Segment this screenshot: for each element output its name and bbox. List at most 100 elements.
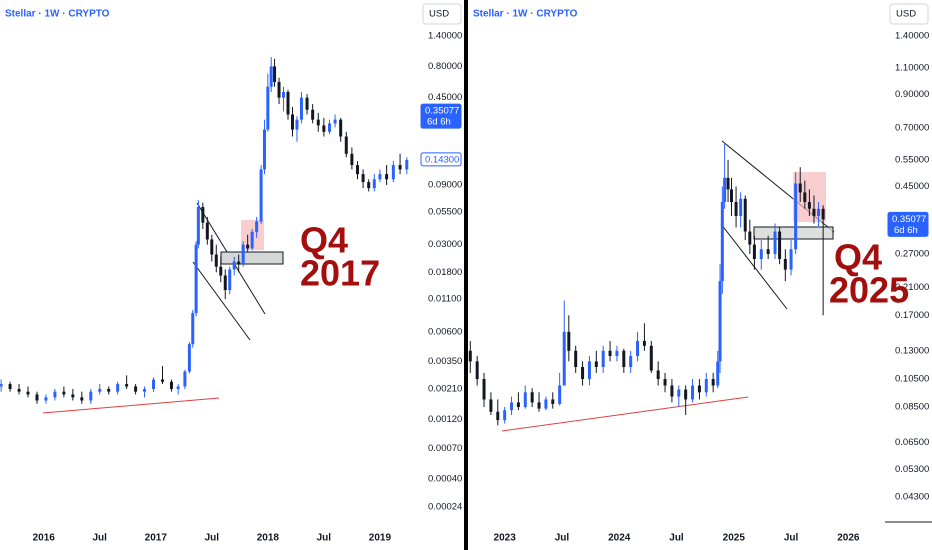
x-tick-label: 2018 — [257, 533, 280, 544]
y-tick-label: 0.01800 — [428, 267, 462, 278]
candle-body — [71, 394, 75, 398]
x-tick-label: 2026 — [837, 533, 860, 544]
y-tick-label: 0.00024 — [428, 501, 462, 512]
y-tick-label: 0.45000 — [895, 181, 929, 192]
candle-body — [789, 249, 793, 270]
y-tick-label: 0.00350 — [428, 356, 462, 367]
candle-body — [255, 221, 259, 232]
candle-body — [191, 313, 195, 345]
candle-body — [503, 410, 507, 421]
candle-body — [266, 86, 270, 130]
candle-body — [44, 397, 48, 401]
candle-body — [277, 82, 281, 98]
y-tick-label: 0.03000 — [428, 239, 462, 250]
candle-body — [684, 389, 688, 400]
price-tag-countdown: 6d 6h — [894, 225, 918, 236]
y-tick-label: 0.10500 — [895, 374, 929, 385]
candle-body — [219, 266, 223, 276]
candle-body — [798, 183, 802, 193]
candle-body — [720, 202, 724, 282]
candle-body — [269, 66, 273, 87]
candle-body — [282, 91, 286, 98]
candle-body — [691, 385, 695, 400]
candle-body — [636, 340, 640, 356]
candle-body — [567, 331, 571, 351]
candle-body — [516, 402, 520, 408]
candle-body — [398, 165, 402, 170]
y-tick-label: 0.45000 — [428, 92, 462, 103]
x-tick-label: 2016 — [33, 533, 56, 544]
candle-body — [729, 189, 733, 202]
y-tick-label: 0.09000 — [428, 180, 462, 191]
candle-body — [773, 231, 777, 255]
currency-label: USD — [896, 9, 916, 20]
candle-body — [391, 165, 395, 180]
candle-body — [169, 381, 173, 390]
candle-body — [558, 385, 562, 404]
currency-label: USD — [429, 9, 449, 20]
candle-body — [748, 231, 752, 245]
candle-body — [355, 165, 359, 175]
candle-body — [17, 389, 21, 392]
y-tick-label: 1.10000 — [895, 63, 929, 74]
candle-body — [405, 159, 409, 170]
candle-body — [812, 208, 816, 216]
candle-body — [187, 344, 191, 372]
candle-body — [176, 386, 180, 390]
candle-body — [778, 231, 782, 260]
candle-body — [385, 174, 389, 180]
candle-body — [716, 361, 720, 386]
candle-body — [642, 340, 646, 346]
candle-body — [237, 261, 241, 265]
candle-body — [205, 222, 209, 240]
candle-body — [107, 389, 111, 392]
candle-body — [752, 244, 756, 260]
candle-body — [339, 119, 343, 137]
y-tick-label: 0.27000 — [895, 249, 929, 260]
candle-body — [62, 391, 66, 395]
candle-body — [259, 169, 263, 222]
candle-body — [711, 379, 715, 386]
y-tick-label: 0.01100 — [428, 294, 462, 305]
x-tick-label: 2024 — [608, 533, 631, 544]
candle-body — [489, 399, 493, 412]
candle-body — [601, 350, 605, 368]
currency-box — [889, 3, 929, 25]
candle-body — [817, 208, 821, 216]
candle-body — [0, 384, 3, 387]
candle-body — [783, 259, 787, 270]
candle-body — [116, 384, 120, 392]
candle-body — [615, 350, 619, 356]
candle-body — [98, 389, 102, 392]
zone-box — [220, 251, 284, 265]
candle-body — [649, 345, 653, 371]
candle-body — [562, 331, 566, 386]
candle-body — [704, 379, 708, 393]
candle-body — [134, 386, 138, 392]
x-tick-label: Jul — [669, 533, 684, 544]
candle-body — [574, 350, 578, 368]
y-tick-label: 0.55000 — [895, 154, 929, 165]
candle-body — [152, 379, 156, 390]
trend-line — [501, 396, 749, 432]
y-tick-label: 0.00120 — [428, 414, 462, 425]
y-tick-label: 1.40000 — [895, 31, 929, 42]
candle-body — [697, 385, 701, 393]
chart-title: Stellar · 1W · CRYPTO — [473, 9, 578, 20]
candle-body — [210, 239, 214, 255]
candle-body — [551, 399, 555, 404]
candle-body — [35, 394, 39, 401]
candle-body — [53, 391, 57, 398]
x-tick-label: 2017 — [145, 533, 168, 544]
candle-body — [718, 281, 722, 362]
y-tick-label: 0.06500 — [895, 437, 929, 448]
candle-body — [223, 275, 227, 291]
candle-body — [305, 97, 309, 110]
y-tick-label: 0.00040 — [428, 474, 462, 485]
candle-body — [196, 207, 200, 245]
candle-body — [201, 207, 205, 223]
candle-body — [739, 198, 743, 216]
candle-body — [26, 391, 30, 395]
y-tick-label: 0.90000 — [895, 89, 929, 100]
